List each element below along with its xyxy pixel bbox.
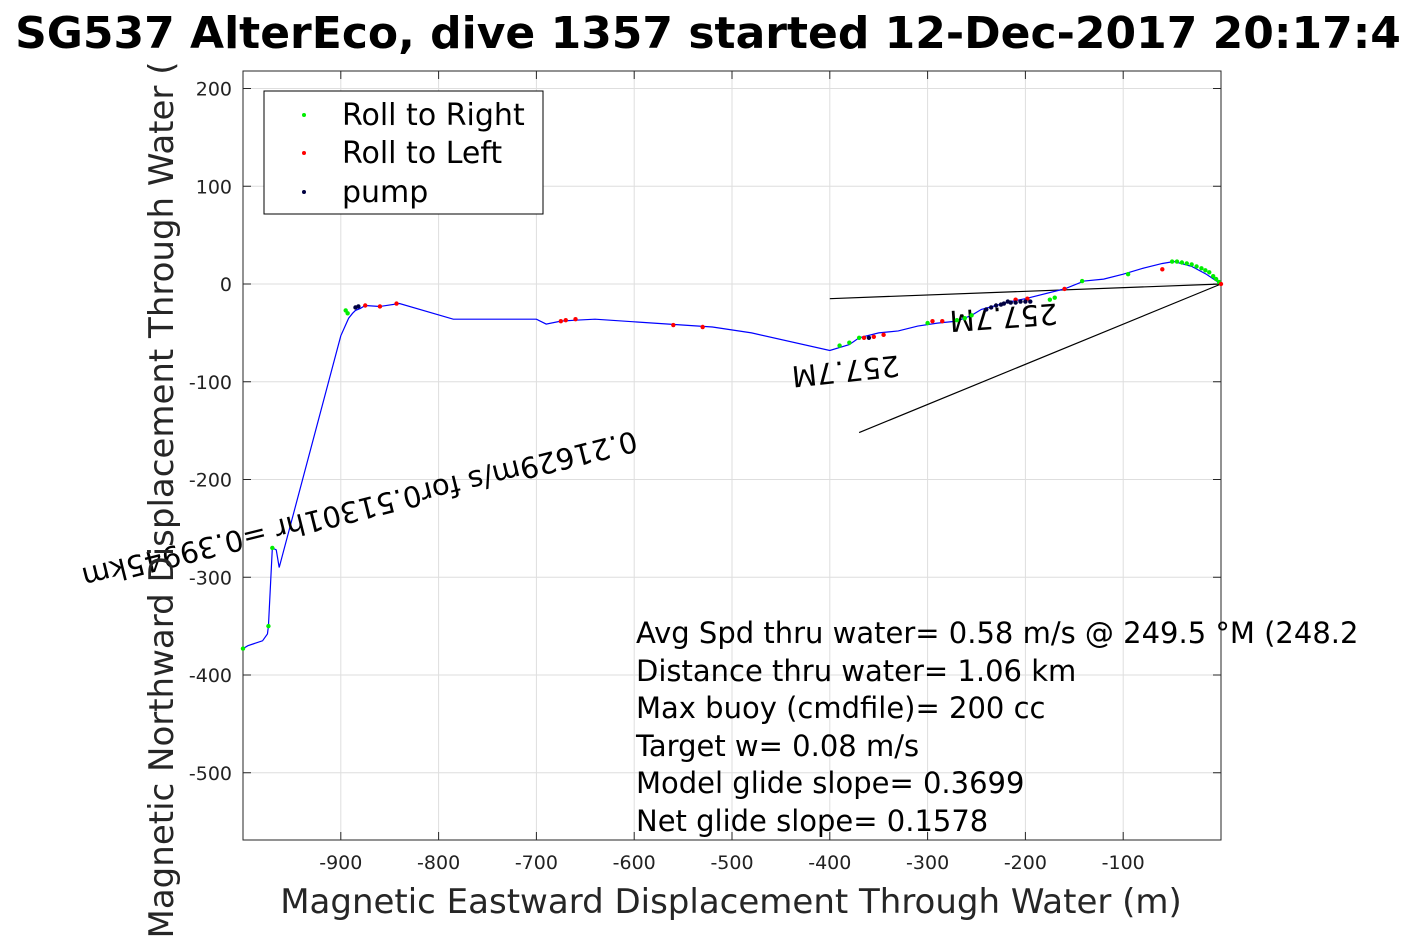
roll-right-point: [847, 340, 852, 345]
track-group: [242, 260, 1222, 650]
pump-point: [1018, 299, 1023, 304]
roll-right-point: [1047, 297, 1053, 302]
x-tick-label: -300: [906, 852, 949, 874]
glide-lines: [829, 283, 1222, 434]
legend-label-roll-left: Roll to Left: [342, 136, 502, 171]
roll-right-point: [856, 335, 862, 340]
roll-left-point: [363, 303, 368, 308]
stat-net-glide: Net glide slope= 0.1578: [636, 804, 988, 838]
y-tick-label: -200: [189, 470, 232, 492]
x-tick-label: -200: [1004, 852, 1047, 874]
roll-right-point: [954, 317, 960, 323]
pump-point: [988, 305, 994, 310]
pump-point: [1013, 300, 1018, 305]
stat-distance: Distance thru water= 1.06 km: [636, 654, 1076, 688]
pump-point: [866, 335, 872, 340]
roll-right-point: [969, 313, 974, 318]
y-tick-label: 100: [196, 176, 232, 198]
y-tick-label: -100: [189, 372, 232, 394]
roll-left-point: [1160, 267, 1165, 272]
roll-right-point: [266, 623, 271, 629]
legend-marker-roll-right: [302, 113, 306, 117]
roll-right-point: [1179, 260, 1185, 265]
legend-marker-roll-left: [302, 151, 306, 155]
roll-left-point: [881, 332, 886, 338]
y-axis-label: Magnetic Northward Displacement Through …: [142, 62, 182, 939]
roll-right-point: [837, 343, 842, 348]
legend-label-roll-right: Roll to Right: [342, 98, 525, 133]
roll-right-point: [925, 320, 930, 326]
legend-marker-pump: [302, 190, 306, 194]
roll-right-point: [343, 308, 348, 313]
roll-right-point: [1184, 261, 1189, 266]
pump-point: [998, 302, 1004, 307]
legend-box: [263, 90, 544, 215]
legend: Roll to Right Roll to Left pump: [263, 90, 544, 215]
pump-point: [1005, 299, 1010, 304]
roll-right-point: [240, 646, 246, 651]
roll-right-point: [1194, 264, 1199, 269]
y-tick-label: -300: [189, 567, 232, 589]
x-tick-label: -600: [613, 852, 656, 874]
stat-max-buoy: Max buoy (cmdfile)= 200 cc: [636, 691, 1045, 725]
roll-left-point: [377, 304, 383, 309]
roll-right-point: [1189, 262, 1194, 267]
markers: [240, 259, 1224, 651]
annotation-text: 257.7M: [790, 348, 901, 393]
x-tick-label: -800: [417, 852, 460, 874]
roll-right-point: [1079, 278, 1085, 284]
roll-left-point: [1218, 281, 1224, 287]
pump-point: [1028, 299, 1033, 304]
roll-right-point: [1203, 268, 1208, 273]
pump-point: [993, 303, 999, 308]
roll-left-point: [394, 301, 399, 306]
glide-line: [829, 283, 1222, 300]
roll-left-point: [573, 316, 578, 322]
roll-left-point: [930, 318, 935, 324]
y-tick-label: 0: [220, 274, 232, 296]
roll-left-point: [871, 334, 877, 339]
track-line: [242, 260, 1222, 650]
x-tick-label: -900: [319, 852, 362, 874]
roll-right-point: [1213, 276, 1219, 282]
x-axis-label: Magnetic Eastward Displacement Through W…: [280, 882, 1182, 922]
roll-right-point: [1174, 259, 1180, 264]
roll-left-point: [558, 318, 564, 324]
stat-avg-speed: Avg Spd thru water= 0.58 m/s @ 249.5 °M …: [636, 616, 1358, 650]
x-tick-label: -700: [515, 852, 558, 874]
stats-block: Avg Spd thru water= 0.58 m/s @ 249.5 °M …: [635, 616, 1358, 838]
x-axis-ticks: -900 -800 -700 -600 -500 -400 -300 -200 -100: [319, 71, 1145, 874]
legend-label-pump: pump: [342, 175, 428, 210]
roll-right-point: [962, 316, 967, 321]
stat-target-w: Target w= 0.08 m/s: [635, 729, 919, 763]
x-tick-label: -500: [710, 852, 753, 874]
roll-right-point: [1169, 259, 1175, 264]
stat-model-glide: Model glide slope= 0.3699: [636, 766, 1024, 800]
x-tick-label: -100: [1102, 852, 1145, 874]
pump-point: [353, 305, 358, 310]
roll-left-point: [671, 322, 676, 328]
roll-right-point: [1199, 266, 1204, 271]
y-tick-label: -400: [189, 665, 232, 687]
roll-left-point: [861, 335, 867, 340]
roll-right-point: [1207, 270, 1212, 275]
y-axis-ticks: 200 100 0 -100 -200 -300 -400 -500: [189, 79, 1221, 785]
annotations: 0.21629m/s for0.51301hr =0.39945km257.7M…: [79, 297, 1059, 595]
roll-right-point: [1125, 272, 1131, 277]
x-tick-label: -400: [808, 852, 851, 874]
pump-point: [984, 307, 989, 312]
roll-left-point: [1062, 286, 1067, 292]
chart-title: SG537 AlterEco, dive 1357 started 12-Dec…: [15, 8, 1401, 59]
glide-line: [858, 283, 1222, 434]
y-tick-label: 200: [196, 79, 232, 101]
pump-point: [1023, 299, 1028, 304]
y-tick-label: -500: [189, 763, 232, 785]
roll-right-point: [270, 545, 275, 551]
roll-right-point: [1052, 295, 1057, 300]
roll-left-point: [563, 317, 568, 323]
roll-left-point: [940, 318, 945, 324]
roll-left-point: [700, 324, 705, 330]
roll-right-point: [1210, 273, 1216, 279]
